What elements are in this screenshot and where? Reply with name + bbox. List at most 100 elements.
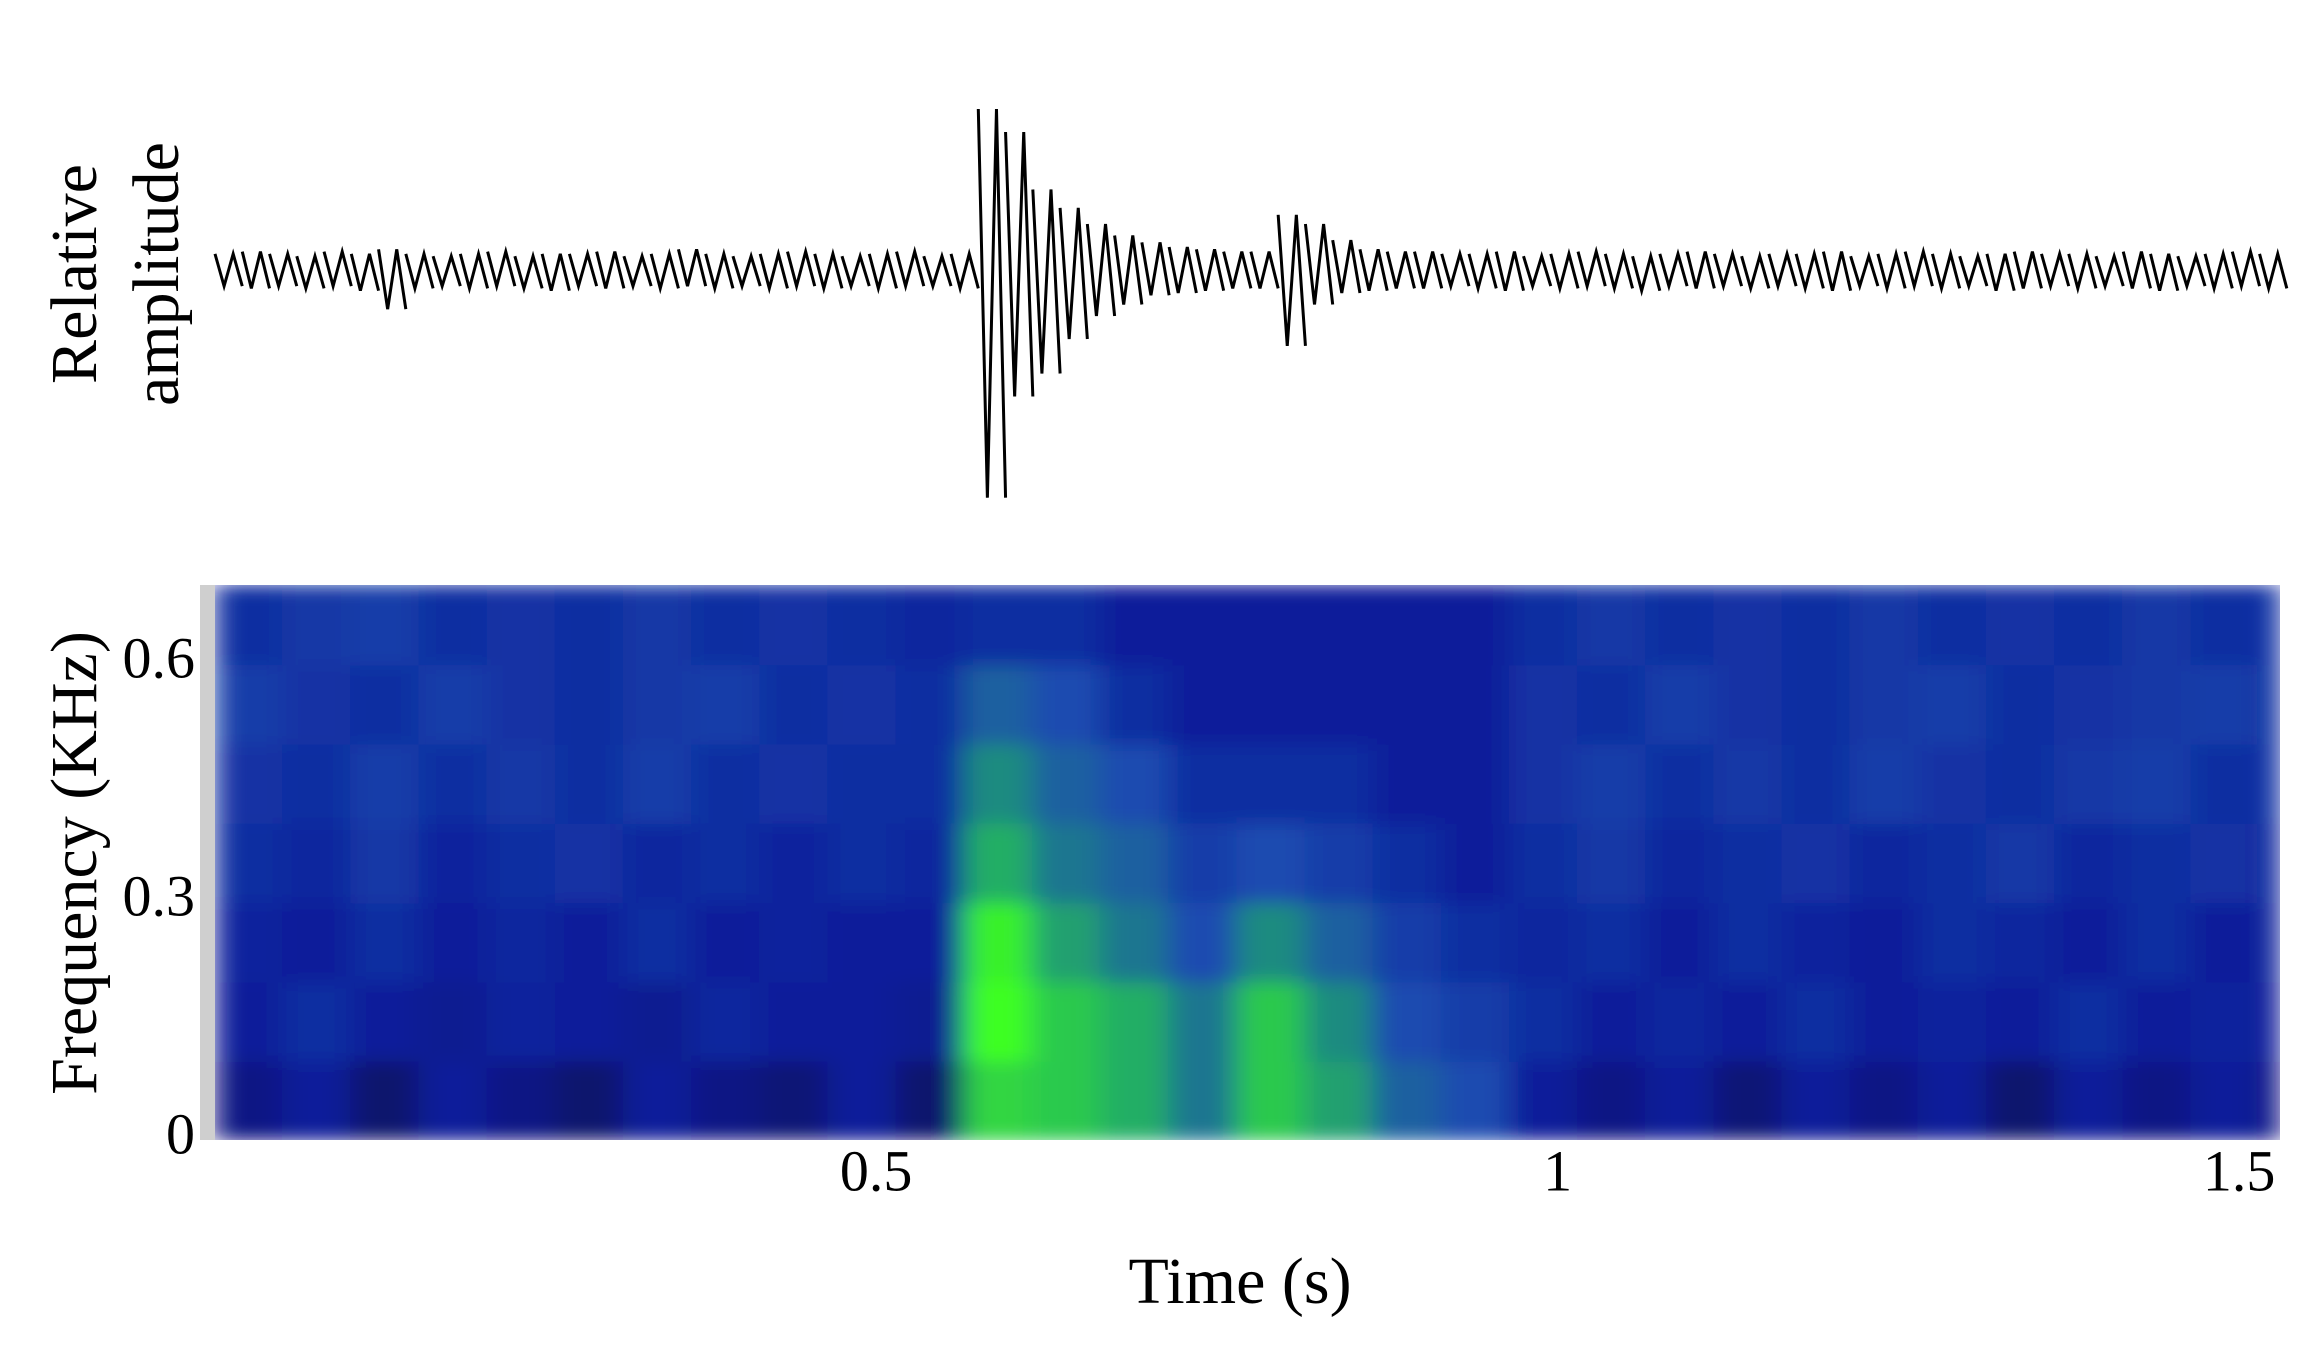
spectrogram-cell [1781, 1059, 1852, 1140]
y-tick-label: 0.3 [123, 863, 196, 928]
spectrogram-cell [1372, 585, 1443, 666]
waveform-segment [704, 248, 735, 295]
spectrogram-cell [2054, 980, 2125, 1062]
spectrogram-cell [1168, 821, 1239, 904]
spectrogram-cell [2122, 821, 2193, 904]
spectrogram-cell [1236, 663, 1307, 745]
spectrogram-cell [1713, 1059, 1784, 1140]
spectrogram-cell [1985, 742, 2057, 824]
waveform-segment [676, 248, 708, 287]
spectrogram-cell [1849, 821, 1920, 904]
waveform-segment [731, 251, 762, 292]
waveform-segment [2094, 251, 2125, 292]
spectrogram-cell [1917, 585, 1988, 666]
y-axis-label: amplitude [120, 142, 193, 406]
waveform-segment [377, 249, 408, 310]
spectrogram-cell [827, 1059, 898, 1140]
waveform-segment [540, 253, 571, 292]
waveform-segment [1222, 251, 1253, 289]
spectrogram-cell [1577, 901, 1648, 983]
waveform-segment [2176, 251, 2207, 292]
spectrogram-cell [215, 1059, 285, 1140]
spectrogram-cell [554, 742, 625, 824]
y-tick-label: 0.6 [123, 626, 196, 691]
spectrogram-cell [1099, 1059, 1171, 1140]
spectrogram-cell [1168, 1059, 1239, 1140]
spectrogram-cell [418, 1059, 489, 1140]
spectrogram-cell [691, 980, 762, 1062]
spectrogram-cell [1099, 663, 1171, 745]
spectrogram-cell [1372, 901, 1443, 983]
waveform-segment [1440, 248, 1471, 292]
spectrogram-cell [2258, 663, 2280, 745]
spectrogram-cell [691, 742, 762, 824]
spectrogram-cell [350, 980, 421, 1062]
spectrogram-cell [1236, 901, 1307, 983]
spectrogram-cell [2122, 1059, 2193, 1140]
waveform-segment [1849, 251, 1880, 292]
spectrogram-cell [1577, 585, 1648, 666]
spectrogram-cell [691, 901, 762, 983]
spectrogram-cell [486, 821, 557, 904]
waveform-segment [1794, 248, 1825, 295]
spectrogram-cell [1917, 821, 1988, 904]
waveform-segment [867, 248, 898, 295]
spectrogram-cell [1985, 901, 2057, 983]
waveform-segment [2230, 245, 2262, 292]
spectrogram-cell [2054, 1059, 2125, 1140]
spectrogram-cell [895, 901, 966, 983]
spectrogram-cell [2258, 821, 2280, 904]
spectrogram-cell [350, 821, 421, 904]
spectrogram-cell [215, 980, 285, 1062]
spectrogram-cell [1917, 980, 1988, 1062]
spectrogram-cell [759, 821, 830, 904]
spectrogram-cell [1985, 1059, 2057, 1140]
spectrogram-cell [963, 585, 1034, 666]
spectrogram-cell [1849, 901, 1920, 983]
spectrogram-cell [895, 1059, 966, 1140]
spectrogram-cell [1031, 663, 1102, 745]
waveform-segment [1985, 253, 2016, 292]
waveform-segment [949, 248, 980, 295]
waveform-segment [922, 251, 953, 292]
spectrogram-cell [2258, 742, 2280, 824]
waveform-segment [1385, 251, 1416, 289]
waveform-segment [1712, 248, 1744, 292]
waveform-segment [1058, 207, 1089, 340]
spectrogram-cell [895, 742, 966, 824]
spectrogram-cell [215, 821, 285, 904]
waveform-segment [567, 248, 599, 292]
spectrogram-cell [622, 1059, 694, 1140]
spectrogram-cell [1713, 980, 1784, 1062]
spectrogram-cell [759, 980, 830, 1062]
spectrogram-cell [554, 663, 625, 745]
spectrogram-cell [1304, 980, 1375, 1062]
spectrogram-cell [963, 980, 1034, 1062]
spectrogram-cell [1645, 585, 1716, 666]
waveform-segment [2067, 248, 2098, 295]
spectrogram-cell [486, 663, 557, 745]
spectrogram-cell [1031, 821, 1102, 904]
spectrogram-cell [1713, 663, 1784, 745]
spectrogram-cell [2122, 901, 2193, 983]
spectrogram-cell [1849, 1059, 1920, 1140]
waveform-segment [1303, 223, 1335, 305]
waveform-segment [404, 248, 435, 295]
waveform-segment [1331, 239, 1362, 294]
spectrogram-cell [1099, 821, 1171, 904]
waveform-segment [1522, 251, 1553, 292]
waveform-segment [1194, 248, 1226, 292]
spectrogram-cell [350, 901, 421, 983]
spectrogram-cell [1508, 585, 1580, 666]
spectrogram-cell [418, 742, 489, 824]
spectrogram-cell [1713, 821, 1784, 904]
waveform-segment [295, 250, 326, 294]
spectrogram-cell [1508, 901, 1580, 983]
waveform-segment [1085, 223, 1117, 317]
spectrogram-cell [1577, 663, 1648, 745]
waveform-segment [1876, 248, 1907, 295]
spectrogram-cell [963, 901, 1034, 983]
spectrogram-cell [282, 901, 353, 983]
spectrogram-cell [827, 821, 898, 904]
spectrogram-cell [1849, 663, 1920, 745]
